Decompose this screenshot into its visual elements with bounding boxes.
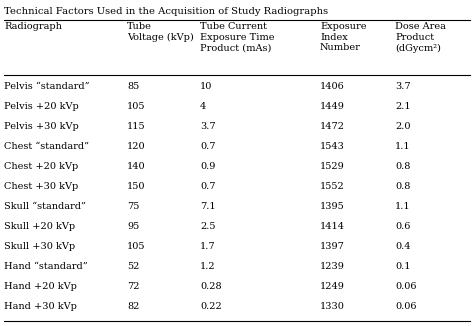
- Text: 85: 85: [127, 82, 139, 91]
- Text: 1330: 1330: [320, 302, 345, 311]
- Text: 4: 4: [200, 102, 206, 111]
- Text: Pelvis “standard”: Pelvis “standard”: [4, 82, 90, 91]
- Text: 0.9: 0.9: [200, 162, 215, 171]
- Text: Hand +30 kVp: Hand +30 kVp: [4, 302, 77, 311]
- Text: 82: 82: [127, 302, 139, 311]
- Text: 1239: 1239: [320, 262, 345, 271]
- Text: Chest +30 kVp: Chest +30 kVp: [4, 182, 78, 191]
- Text: Skull +30 kVp: Skull +30 kVp: [4, 242, 75, 251]
- Text: 0.22: 0.22: [200, 302, 222, 311]
- Text: 1395: 1395: [320, 202, 345, 211]
- Text: 120: 120: [127, 142, 146, 151]
- Text: Exposure
Index
Number: Exposure Index Number: [320, 22, 366, 52]
- Text: 0.7: 0.7: [200, 182, 216, 191]
- Text: Technical Factors Used in the Acquisition of Study Radiographs: Technical Factors Used in the Acquisitio…: [4, 7, 328, 16]
- Text: 1406: 1406: [320, 82, 345, 91]
- Text: 1249: 1249: [320, 282, 345, 291]
- Text: 0.6: 0.6: [395, 222, 410, 231]
- Text: 52: 52: [127, 262, 139, 271]
- Text: Dose Area
Product
(dGycm²): Dose Area Product (dGycm²): [395, 22, 446, 53]
- Text: Tube
Voltage (kVp): Tube Voltage (kVp): [127, 22, 194, 42]
- Text: 2.1: 2.1: [395, 102, 410, 111]
- Text: 75: 75: [127, 202, 139, 211]
- Text: 10: 10: [200, 82, 212, 91]
- Text: 1414: 1414: [320, 222, 345, 231]
- Text: 1552: 1552: [320, 182, 345, 191]
- Text: 1397: 1397: [320, 242, 345, 251]
- Text: 1543: 1543: [320, 142, 345, 151]
- Text: 0.06: 0.06: [395, 302, 417, 311]
- Text: 0.8: 0.8: [395, 182, 410, 191]
- Text: 115: 115: [127, 122, 146, 131]
- Text: 7.1: 7.1: [200, 202, 216, 211]
- Text: 2.0: 2.0: [395, 122, 410, 131]
- Text: 3.7: 3.7: [395, 82, 410, 91]
- Text: 0.8: 0.8: [395, 162, 410, 171]
- Text: 140: 140: [127, 162, 146, 171]
- Text: 95: 95: [127, 222, 139, 231]
- Text: 1449: 1449: [320, 102, 345, 111]
- Text: Hand +20 kVp: Hand +20 kVp: [4, 282, 77, 291]
- Text: 1.1: 1.1: [395, 202, 410, 211]
- Text: Pelvis +20 kVp: Pelvis +20 kVp: [4, 102, 79, 111]
- Text: 0.06: 0.06: [395, 282, 417, 291]
- Text: 3.7: 3.7: [200, 122, 216, 131]
- Text: 0.28: 0.28: [200, 282, 222, 291]
- Text: 1.2: 1.2: [200, 262, 216, 271]
- Text: Chest +20 kVp: Chest +20 kVp: [4, 162, 78, 171]
- Text: 1472: 1472: [320, 122, 345, 131]
- Text: Skull “standard”: Skull “standard”: [4, 202, 86, 211]
- Text: 72: 72: [127, 282, 139, 291]
- Text: Tube Current
Exposure Time
Product (mAs): Tube Current Exposure Time Product (mAs): [200, 22, 274, 52]
- Text: 105: 105: [127, 242, 146, 251]
- Text: 1.7: 1.7: [200, 242, 216, 251]
- Text: 1529: 1529: [320, 162, 345, 171]
- Text: Skull +20 kVp: Skull +20 kVp: [4, 222, 75, 231]
- Text: 105: 105: [127, 102, 146, 111]
- Text: 0.1: 0.1: [395, 262, 410, 271]
- Text: 150: 150: [127, 182, 146, 191]
- Text: Pelvis +30 kVp: Pelvis +30 kVp: [4, 122, 79, 131]
- Text: 2.5: 2.5: [200, 222, 216, 231]
- Text: 0.7: 0.7: [200, 142, 216, 151]
- Text: Chest “standard”: Chest “standard”: [4, 142, 89, 151]
- Text: 1.1: 1.1: [395, 142, 410, 151]
- Text: Hand “standard”: Hand “standard”: [4, 262, 88, 271]
- Text: 0.4: 0.4: [395, 242, 410, 251]
- Text: Radiograph: Radiograph: [4, 22, 62, 31]
